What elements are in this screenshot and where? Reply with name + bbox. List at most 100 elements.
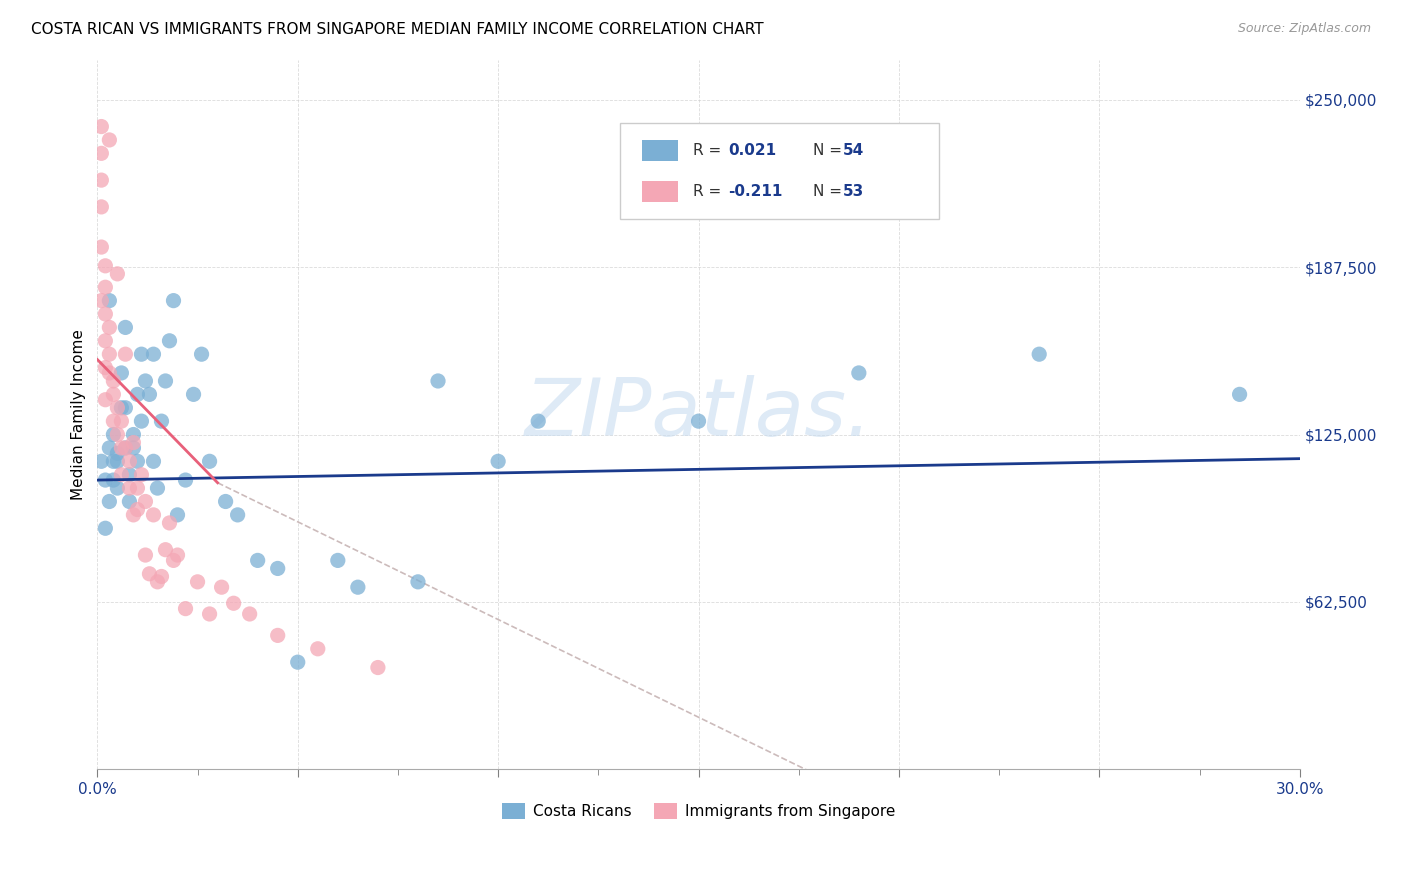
Point: [105, 267, 128, 281]
Point: [190, 347, 212, 361]
Point: [138, 387, 160, 401]
Point: [226, 508, 249, 522]
Point: [105, 481, 128, 495]
Point: [90, 454, 112, 468]
Point: [287, 655, 309, 669]
Point: [103, 374, 125, 388]
Point: [103, 454, 125, 468]
Point: [105, 454, 128, 468]
Point: [94, 473, 117, 487]
Point: [150, 414, 173, 428]
Point: [183, 387, 205, 401]
Point: [142, 508, 165, 522]
Text: R =: R =: [693, 184, 721, 199]
Point: [98, 441, 121, 455]
Point: [114, 441, 136, 455]
Point: [118, 454, 141, 468]
Point: [114, 401, 136, 415]
Point: [94, 521, 117, 535]
Point: [90, 293, 112, 308]
Point: [110, 441, 132, 455]
Point: [105, 427, 128, 442]
Point: [134, 548, 156, 562]
Text: R =: R =: [693, 143, 721, 158]
Point: [198, 454, 221, 468]
Text: N =: N =: [813, 184, 842, 199]
Point: [94, 392, 117, 407]
Point: [114, 320, 136, 334]
Point: [90, 200, 112, 214]
Text: ZIPatlas.: ZIPatlas.: [524, 376, 872, 453]
Point: [94, 334, 117, 348]
Point: [162, 293, 184, 308]
Point: [94, 280, 117, 294]
Text: -0.211: -0.211: [728, 184, 783, 199]
Point: [103, 473, 125, 487]
Point: [105, 401, 128, 415]
Point: [90, 146, 112, 161]
Point: [114, 441, 136, 455]
Point: [127, 481, 149, 495]
Point: [214, 494, 236, 508]
Point: [198, 607, 221, 621]
Point: [150, 569, 173, 583]
Point: [114, 347, 136, 361]
Point: [127, 502, 149, 516]
Point: [90, 120, 112, 134]
Point: [159, 334, 181, 348]
Point: [307, 641, 329, 656]
Bar: [643, 181, 678, 202]
Point: [527, 414, 550, 428]
Point: [166, 548, 188, 562]
Point: [122, 435, 145, 450]
Bar: [643, 140, 678, 161]
Text: COSTA RICAN VS IMMIGRANTS FROM SINGAPORE MEDIAN FAMILY INCOME CORRELATION CHART: COSTA RICAN VS IMMIGRANTS FROM SINGAPORE…: [31, 22, 763, 37]
Point: [267, 561, 290, 575]
Point: [131, 347, 153, 361]
Y-axis label: Median Family Income: Median Family Income: [72, 329, 86, 500]
Point: [246, 553, 269, 567]
Point: [110, 414, 132, 428]
Point: [131, 467, 153, 482]
Point: [486, 454, 509, 468]
Point: [103, 387, 125, 401]
Point: [162, 553, 184, 567]
Text: 0.021: 0.021: [728, 143, 776, 158]
Point: [159, 516, 181, 530]
Point: [94, 307, 117, 321]
Point: [103, 427, 125, 442]
Point: [1028, 347, 1050, 361]
Point: [98, 133, 121, 147]
Point: [222, 596, 245, 610]
Point: [94, 360, 117, 375]
Text: Source: ZipAtlas.com: Source: ZipAtlas.com: [1237, 22, 1371, 36]
Point: [155, 374, 177, 388]
Point: [134, 494, 156, 508]
Point: [118, 494, 141, 508]
Point: [427, 374, 450, 388]
Point: [1229, 387, 1251, 401]
Point: [688, 414, 710, 428]
Point: [406, 574, 429, 589]
Point: [118, 481, 141, 495]
Point: [98, 347, 121, 361]
Point: [98, 494, 121, 508]
Point: [98, 366, 121, 380]
Point: [142, 347, 165, 361]
Point: [98, 293, 121, 308]
FancyBboxPatch shape: [620, 123, 939, 219]
Point: [848, 366, 870, 380]
Point: [174, 473, 197, 487]
Point: [134, 374, 156, 388]
Point: [103, 414, 125, 428]
Point: [367, 660, 389, 674]
Point: [90, 173, 112, 187]
Point: [187, 574, 209, 589]
Point: [94, 259, 117, 273]
Point: [127, 387, 149, 401]
Point: [110, 467, 132, 482]
Text: 53: 53: [842, 184, 865, 199]
Legend: Costa Ricans, Immigrants from Singapore: Costa Ricans, Immigrants from Singapore: [496, 797, 901, 825]
Point: [90, 240, 112, 254]
Point: [211, 580, 233, 594]
